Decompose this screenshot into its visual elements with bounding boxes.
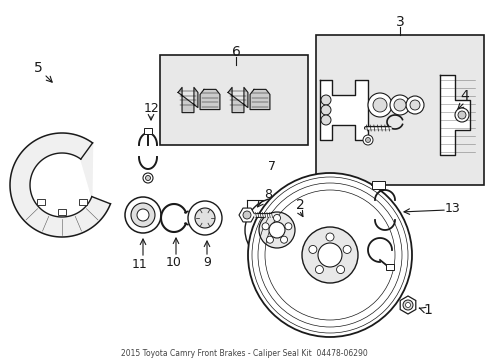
Text: 4: 4 — [460, 89, 468, 103]
Circle shape — [325, 233, 333, 241]
Text: 10: 10 — [166, 256, 182, 269]
Text: 1: 1 — [423, 303, 431, 317]
Polygon shape — [178, 87, 198, 113]
Polygon shape — [319, 80, 367, 140]
Circle shape — [131, 203, 155, 227]
Circle shape — [454, 108, 468, 122]
Text: 11: 11 — [132, 258, 147, 271]
Bar — [160, 55, 307, 145]
Text: 5: 5 — [34, 61, 42, 75]
Circle shape — [259, 212, 294, 248]
Circle shape — [320, 115, 330, 125]
Text: 9: 9 — [203, 256, 210, 269]
Circle shape — [402, 300, 412, 310]
Circle shape — [195, 208, 215, 228]
Circle shape — [243, 211, 250, 219]
Polygon shape — [249, 89, 269, 109]
Bar — [143, 128, 152, 134]
Circle shape — [145, 175, 150, 180]
Circle shape — [125, 197, 161, 233]
Circle shape — [247, 173, 411, 337]
Text: 3: 3 — [395, 15, 404, 29]
Bar — [79, 199, 87, 205]
Circle shape — [320, 95, 330, 105]
Circle shape — [273, 215, 280, 221]
Polygon shape — [439, 75, 469, 155]
Bar — [315, 35, 483, 185]
Circle shape — [405, 96, 423, 114]
Circle shape — [343, 246, 350, 253]
Bar — [385, 264, 393, 270]
Polygon shape — [227, 87, 247, 113]
Circle shape — [266, 236, 273, 243]
Bar — [58, 209, 66, 215]
Circle shape — [389, 95, 409, 115]
Circle shape — [302, 227, 357, 283]
Circle shape — [405, 302, 409, 307]
Text: 2015 Toyota Camry Front Brakes - Caliper Seal Kit  04478-06290: 2015 Toyota Camry Front Brakes - Caliper… — [121, 350, 366, 359]
Polygon shape — [10, 133, 110, 237]
Polygon shape — [200, 89, 220, 109]
Circle shape — [142, 173, 153, 183]
Circle shape — [457, 111, 465, 119]
Circle shape — [320, 105, 330, 115]
Bar — [371, 181, 384, 189]
Text: 7: 7 — [267, 161, 275, 174]
Circle shape — [393, 99, 405, 111]
Circle shape — [308, 246, 316, 253]
Circle shape — [244, 198, 308, 262]
Circle shape — [280, 236, 287, 243]
Circle shape — [372, 98, 386, 112]
Bar — [37, 199, 45, 205]
Text: 12: 12 — [144, 102, 160, 114]
Circle shape — [362, 135, 372, 145]
Circle shape — [317, 243, 341, 267]
Circle shape — [367, 93, 391, 117]
Circle shape — [409, 100, 419, 110]
Circle shape — [336, 266, 344, 274]
Circle shape — [187, 201, 222, 235]
Text: 13: 13 — [444, 202, 460, 215]
Circle shape — [268, 222, 285, 238]
Circle shape — [262, 223, 268, 230]
Text: 2: 2 — [295, 198, 304, 212]
Text: 8: 8 — [264, 189, 271, 202]
Circle shape — [285, 223, 291, 230]
Circle shape — [365, 138, 370, 143]
Circle shape — [137, 209, 149, 221]
Circle shape — [315, 266, 323, 274]
Text: 6: 6 — [231, 45, 240, 59]
